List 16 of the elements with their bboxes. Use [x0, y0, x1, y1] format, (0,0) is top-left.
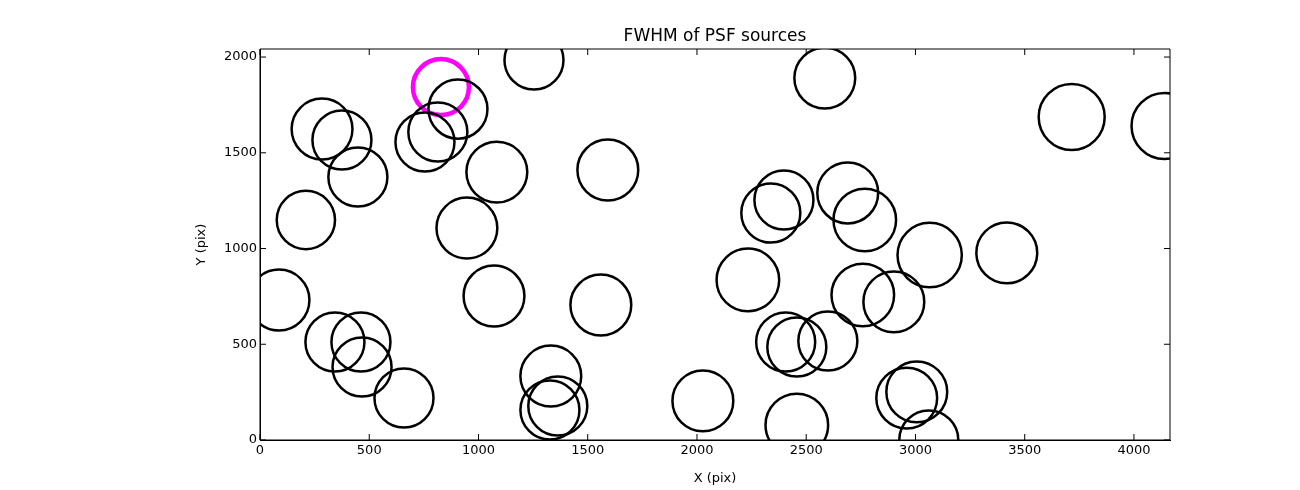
x-tick-label: 2000	[680, 442, 714, 458]
y-tick-label: 0	[248, 431, 257, 447]
y-tick-label: 2000	[223, 48, 257, 64]
chart-title: FWHM of PSF sources	[623, 24, 807, 45]
x-tick-label: 1000	[461, 442, 496, 458]
y-tick-label: 1000	[223, 239, 257, 255]
x-tick-label: 500	[356, 442, 382, 458]
y-axis-title: Y (pix)	[193, 223, 209, 267]
y-tick-label: 500	[232, 335, 257, 351]
x-tick-label: 4000	[1117, 442, 1151, 458]
x-tick-label: 3000	[898, 442, 933, 458]
x-axis-title: X (pix)	[693, 469, 737, 485]
y-tick-label: 1500	[223, 144, 257, 160]
x-tick-label: 3500	[1008, 442, 1042, 458]
x-tick-label: 2500	[789, 442, 823, 458]
x-tick-label: 1500	[571, 442, 605, 458]
